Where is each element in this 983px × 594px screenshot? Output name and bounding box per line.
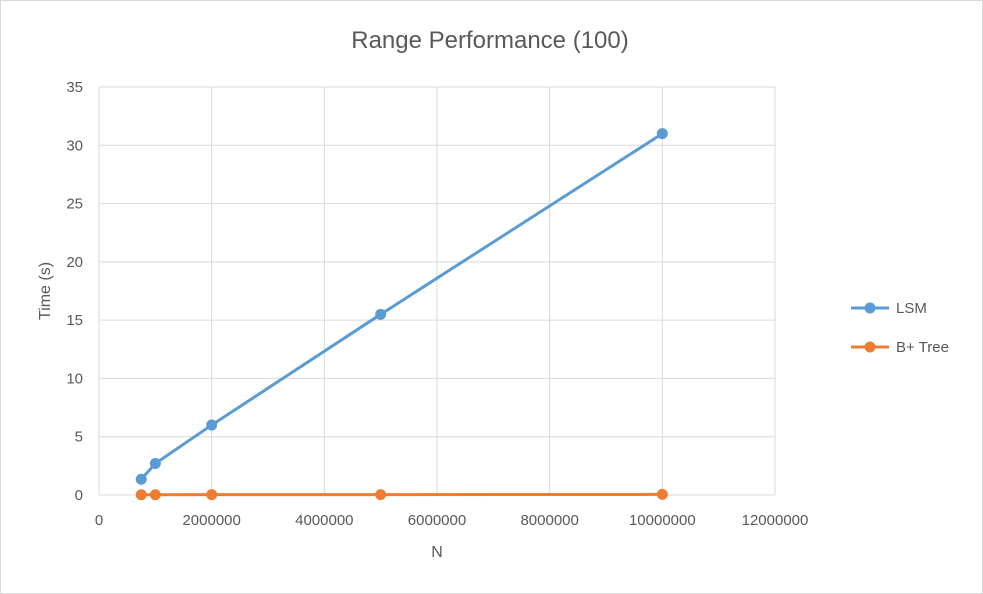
data-point: [656, 488, 668, 500]
series-line-0: [140, 132, 664, 481]
legend-label: LSM: [896, 300, 927, 317]
data-point: [656, 128, 668, 140]
y-tick-labels: 0 5 10 15 20 25 30 35: [66, 79, 83, 504]
legend-marker: [864, 302, 876, 314]
x-tick-label: 8000000: [520, 512, 578, 529]
x-tick-label: 0: [95, 512, 103, 529]
legend: LSM B+ Tree: [851, 300, 949, 356]
y-tick-label: 35: [66, 79, 83, 96]
y-tick-label: 15: [66, 312, 83, 329]
y-tick-label: 25: [66, 196, 83, 213]
y-tick-label: 20: [66, 254, 83, 271]
x-tick-label: 4000000: [295, 512, 353, 529]
x-tick-label: 6000000: [408, 512, 466, 529]
legend-label: B+ Tree: [896, 339, 949, 356]
x-tick-label: 2000000: [182, 512, 240, 529]
data-point: [135, 489, 147, 501]
data-point: [375, 489, 387, 501]
data-point: [149, 458, 161, 470]
x-tick-label: 10000000: [629, 512, 696, 529]
y-tick-label: 5: [75, 429, 83, 446]
data-point: [149, 489, 161, 501]
series-layer: [135, 128, 668, 501]
legend-marker: [864, 341, 876, 353]
data-point: [375, 308, 387, 320]
chart-title: Range Performance (100): [351, 27, 628, 54]
data-point: [206, 489, 218, 501]
y-axis-label: Time (s): [37, 262, 54, 320]
data-point: [206, 419, 218, 431]
x-tick-labels: 0 2000000 4000000 6000000 8000000 10000000 120…: [95, 512, 809, 529]
y-tick-label: 0: [75, 487, 83, 504]
x-axis-label: N: [431, 544, 443, 561]
y-tick-label: 10: [66, 370, 83, 387]
data-point: [135, 473, 147, 485]
y-tick-label: 30: [66, 137, 83, 154]
x-tick-label: 12000000: [742, 512, 809, 529]
